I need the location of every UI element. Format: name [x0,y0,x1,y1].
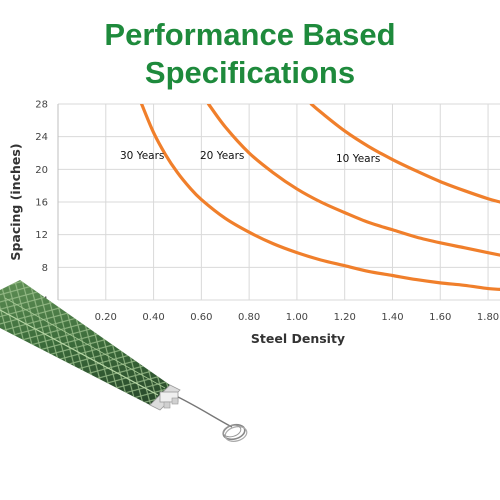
y-axis-title: Spacing (inches) [8,143,23,260]
series-label-10-years: 10 Years [336,153,380,165]
y-tick-label: 12 [35,230,48,241]
x-tick-label: 1.60 [429,312,451,323]
wire-cage-product-image [0,280,248,442]
series-label-20-years: 20 Years [200,150,244,162]
x-axis-title: Steel Density [251,331,345,346]
y-tick-label: 16 [35,198,48,209]
x-tick-label: 1.20 [334,312,356,323]
y-tick-label: 20 [35,165,48,176]
x-tick-label: 1.80 [477,312,499,323]
grid [57,103,500,301]
page-title: Performance Based Specifications [0,16,500,92]
series-label-30-years: 30 Years [120,150,164,162]
y-tick-label: 24 [35,132,48,143]
x-tick-label: 0.40 [142,312,164,323]
title-line-2: Specifications [144,55,356,90]
x-tick-label: 1.40 [381,312,403,323]
x-tick-label: 0.80 [238,312,260,323]
series-line-10-years [309,104,500,204]
series-line-30-years [140,104,500,291]
series-line-20-years [206,104,500,257]
series-curves [140,104,500,291]
y-tick-label: 28 [35,100,48,111]
x-tick-label: 1.00 [286,312,308,323]
title-line-1: Performance Based [104,17,396,52]
y-tick-label: 8 [42,263,48,274]
x-tick-label: 0.60 [190,312,212,323]
x-tick-label: 0.20 [95,312,117,323]
